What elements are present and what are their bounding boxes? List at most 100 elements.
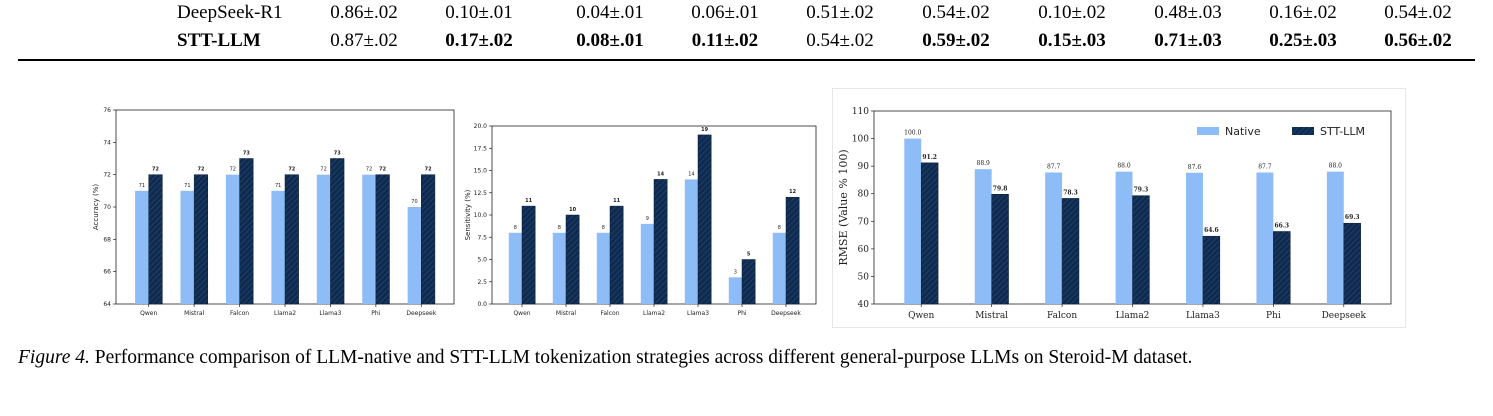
x-tick-label: Llama3 (1186, 311, 1220, 321)
row-label: STT-LLM (177, 30, 261, 51)
data-label: 79.8 (993, 185, 1008, 192)
bar-stt-llm (375, 174, 390, 305)
sensitivity-bar-chart: 0.0 2.5 5.0 7.5 10.0 12.5 15.0 17.5 20.0 Qwen 8 11 M… (464, 123, 817, 317)
y-tick-label: 76 (103, 107, 111, 114)
table-row-deepseek-r1: DeepSeek-R1 0.86±.02 0.10±.01 0.04±.01 0.06±… (0, 0, 1493, 26)
x-tick-label: Phi (371, 310, 380, 317)
bar-stt-llm (1061, 198, 1080, 305)
data-label: 72 (366, 167, 372, 173)
bar-native (362, 174, 376, 304)
bar-stt-llm (148, 174, 163, 305)
table-cell: 0.16±.02 (1269, 2, 1337, 23)
bar-native (684, 179, 698, 304)
data-label: 69.3 (1345, 214, 1360, 221)
y-tick-label: 15.0 (474, 168, 488, 175)
y-axis-label: Accuracy (%) (92, 184, 100, 231)
data-label: 14 (688, 171, 694, 177)
x-tick-label: Llama2 (1116, 311, 1150, 321)
data-label: 8 (778, 225, 781, 231)
x-tick-label: Deepseek (406, 310, 436, 317)
accuracy-bar-chart: 64 66 68 70 72 74 76 Qwen 71 72 Mistral 71 72 Falcon 7… (92, 107, 455, 317)
bar-stt-llm (565, 214, 580, 305)
data-label: 72 (425, 167, 432, 173)
x-tick-label: Deepseek (1322, 311, 1367, 321)
y-tick-label: 90 (858, 162, 870, 172)
table-cell: 0.15±.03 (1038, 30, 1106, 51)
data-label: 73 (334, 151, 341, 157)
rmse-chart-panel: 40 50 60 70 80 90 100 110 Qwen 100.0 91.2 Mistral 88… (832, 88, 1406, 328)
y-tick-label: 10.0 (474, 212, 488, 219)
y-tick-label: 17.5 (474, 145, 488, 152)
data-label: 10 (569, 207, 576, 213)
data-label: 72 (379, 167, 386, 173)
y-tick-label: 7.5 (477, 234, 487, 241)
data-label: 19 (701, 127, 708, 133)
table-cell: 0.10±.02 (1038, 2, 1106, 23)
y-tick-label: 50 (858, 272, 870, 282)
x-tick-label: Phi (1266, 311, 1281, 321)
data-label: 70 (411, 199, 417, 205)
data-label: 88.9 (977, 160, 991, 167)
y-tick-label: 72 (103, 172, 111, 179)
x-tick-label: Qwen (140, 310, 157, 317)
y-tick-label: 70 (103, 204, 111, 211)
bar-native (974, 169, 992, 304)
x-tick-label: Qwen (513, 310, 530, 317)
table-cell: 0.87±.02 (330, 30, 398, 51)
x-tick-label: Llama2 (643, 310, 665, 317)
legend-swatch-native (1197, 127, 1219, 135)
table-cell: 0.06±.01 (691, 2, 759, 23)
data-label: 11 (613, 198, 620, 204)
table-cell: 0.08±.01 (576, 30, 644, 51)
x-tick-label: Llama2 (274, 310, 296, 317)
table-cell: 0.54±.02 (806, 30, 874, 51)
bar-stt-llm (239, 158, 254, 305)
data-label: 64.6 (1204, 227, 1219, 234)
y-tick-label: 2.5 (477, 279, 487, 286)
data-label: 100.0 (904, 130, 921, 137)
bar-native (1115, 171, 1133, 304)
data-label: 71 (184, 183, 190, 189)
rmse-bar-chart: 40 50 60 70 80 90 100 110 Qwen 100.0 91.2 Mistral 88… (837, 107, 1392, 321)
data-label: 87.7 (1047, 163, 1061, 170)
x-tick-label: Falcon (230, 310, 249, 317)
table-cell: 0.25±.03 (1269, 30, 1337, 51)
bar-native (225, 174, 240, 304)
data-label: 87.7 (1258, 163, 1272, 170)
y-tick-label: 5.0 (477, 257, 487, 264)
data-label: 9 (646, 216, 649, 222)
caption-text: Performance comparison of LLM-native and… (94, 347, 1193, 368)
data-label: 72 (197, 167, 204, 173)
bar-native (1326, 171, 1344, 304)
data-label: 88.0 (1117, 163, 1131, 170)
data-label: 72 (288, 167, 295, 173)
data-label: 73 (243, 151, 250, 157)
y-tick-label: 64 (103, 301, 111, 308)
bar-native (135, 190, 149, 304)
y-tick-label: 110 (852, 107, 869, 117)
y-tick-label: 70 (858, 217, 870, 227)
data-label: 79.3 (1134, 187, 1149, 194)
bar-native (316, 174, 331, 304)
table-row-stt-llm: STT-LLM 0.87±.02 0.17±.02 0.08±.01 0.11±.02 0… (0, 28, 1493, 54)
x-tick-label: Qwen (908, 311, 934, 321)
data-label: 5 (747, 252, 751, 258)
table-cell: 0.54±.02 (922, 2, 990, 23)
x-tick-label: Phi (737, 310, 746, 317)
bar-native (180, 190, 195, 304)
y-axis-label: RMSE (Value % 100) (837, 149, 850, 265)
data-label: 72 (320, 167, 326, 173)
data-label: 8 (558, 225, 561, 231)
table-cell: 0.59±.02 (922, 30, 990, 51)
data-label: 78.3 (1063, 189, 1078, 196)
data-label: 12 (789, 189, 796, 195)
table-cell: 0.10±.01 (445, 2, 513, 23)
x-tick-label: Llama3 (687, 310, 709, 317)
bar-stt-llm (785, 196, 800, 305)
x-tick-label: Deepseek (771, 310, 801, 317)
bar-native (1045, 172, 1063, 304)
data-label: 71 (139, 183, 145, 189)
caption-label: Figure 4. (18, 347, 90, 368)
table-cell: 0.48±.03 (1154, 2, 1222, 23)
y-tick-label: 66 (103, 269, 111, 276)
